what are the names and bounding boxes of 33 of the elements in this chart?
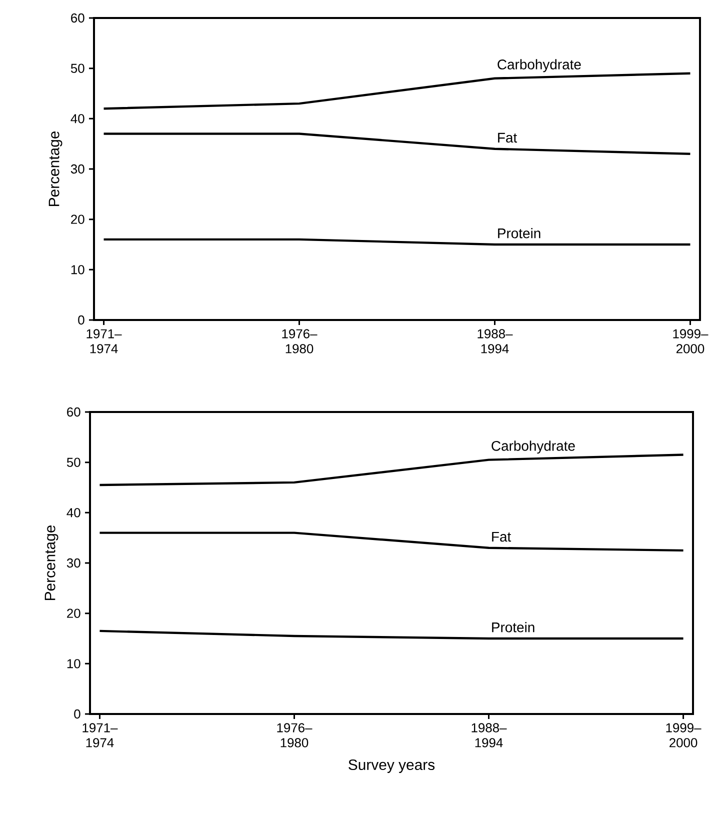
x-tick-label: 1988–1994 xyxy=(478,329,513,354)
y-tick-label: 50 xyxy=(70,64,84,73)
x-tick-label: 1999–2000 xyxy=(666,723,702,748)
y-tick-label: 0 xyxy=(78,315,84,325)
series-label: Fat xyxy=(492,532,512,542)
y-axis-title: Percentage xyxy=(48,131,62,206)
series-label: Carbohydrate xyxy=(492,440,575,454)
x-tick-label: 1976–1980 xyxy=(282,329,318,354)
line-series xyxy=(102,72,692,110)
y-tick-label: 0 xyxy=(74,709,80,719)
series-label: Protein xyxy=(492,622,534,632)
series-label: Carbohydrate xyxy=(498,59,581,72)
y-tick-label: 50 xyxy=(66,458,80,467)
line-series xyxy=(98,454,684,486)
x-tick-label: 1999–2000 xyxy=(673,329,708,354)
x-tick-label: 1971–1974 xyxy=(82,723,118,748)
x-tick-label: 1988–1994 xyxy=(472,723,507,748)
y-tick-label: 20 xyxy=(67,608,80,618)
y-tick-label: 10 xyxy=(67,659,80,668)
y-tick-label: 30 xyxy=(70,164,84,174)
series-label: Protein xyxy=(498,228,540,238)
series-label: Fat xyxy=(498,132,517,143)
y-tick-label: 20 xyxy=(71,214,84,224)
x-tick-label: 1971–1974 xyxy=(86,329,122,354)
y-tick-label: 60 xyxy=(67,407,80,417)
x-axis-title: Survey years xyxy=(348,759,435,773)
y-tick-label: 30 xyxy=(66,558,80,568)
y-axis-title: Percentage xyxy=(44,525,58,600)
x-tick-label: 1976–1980 xyxy=(277,723,312,748)
y-tick-label: 10 xyxy=(71,265,84,274)
y-tick-label: 40 xyxy=(70,114,84,124)
y-tick-label: 60 xyxy=(71,13,84,23)
y-tick-label: 40 xyxy=(66,508,80,518)
